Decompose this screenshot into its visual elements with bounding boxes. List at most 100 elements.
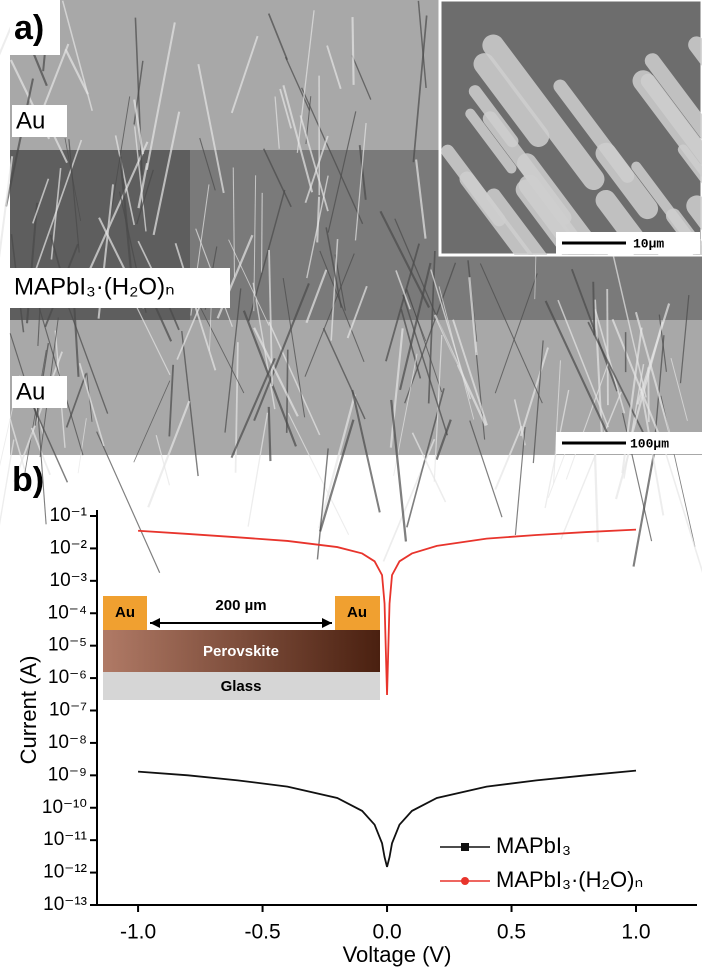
fiber — [560, 391, 622, 540]
fiber — [253, 175, 257, 312]
fiber — [133, 126, 147, 232]
fiber — [114, 135, 136, 226]
fiber — [33, 139, 83, 275]
fiber — [612, 256, 647, 398]
y-tick-label: 10⁻⁷ — [49, 700, 87, 721]
inset-fiber — [486, 188, 548, 255]
fiber — [632, 453, 655, 567]
fiber — [514, 426, 526, 536]
x-tick-label: 0.5 — [497, 921, 526, 944]
fiber — [234, 342, 239, 473]
fiber — [389, 328, 404, 448]
contact-label: Au — [115, 604, 135, 621]
fiber — [415, 159, 427, 239]
fiber — [168, 364, 175, 437]
fiber — [325, 227, 343, 308]
glass-layer — [103, 672, 380, 700]
inset-fiber — [482, 34, 605, 191]
fiber — [304, 253, 355, 377]
fiber — [594, 309, 626, 414]
fiber — [385, 243, 420, 362]
fiber — [593, 449, 600, 543]
legend-marker — [461, 877, 469, 885]
inset-fiber — [595, 142, 659, 220]
fiber — [301, 87, 364, 225]
fiber — [611, 318, 662, 440]
au-contact — [103, 596, 147, 630]
fiber — [553, 360, 561, 484]
fiber — [65, 373, 87, 428]
fiber — [326, 45, 342, 90]
fiber — [532, 340, 544, 464]
scale-box — [556, 232, 700, 254]
fiber — [606, 288, 609, 406]
region-label: Au — [16, 107, 45, 134]
inset-fiber — [465, 108, 517, 174]
sem-image — [10, 0, 702, 455]
inset-fiber — [515, 179, 588, 255]
fiber — [147, 400, 191, 508]
legend-marker — [461, 843, 469, 851]
fiber — [181, 331, 199, 477]
fiber — [519, 347, 549, 437]
fiber — [5, 78, 35, 207]
fiber — [199, 307, 245, 394]
fiber — [81, 141, 149, 287]
fiber — [412, 15, 428, 163]
fiber — [267, 13, 288, 61]
y-tick-label: 10⁻³ — [50, 570, 88, 591]
fiber — [411, 432, 447, 503]
fiber — [565, 359, 610, 480]
gap-label: 200 µm — [215, 597, 266, 614]
fiber — [404, 262, 457, 404]
fiber — [351, 17, 355, 85]
fiber — [232, 167, 236, 277]
fiber — [433, 334, 443, 482]
region-label: Au — [16, 378, 45, 405]
fiber — [209, 301, 212, 351]
fiber — [322, 327, 366, 420]
fiber — [279, 88, 292, 129]
fiber — [133, 380, 171, 463]
y-tick-label: 10⁻¹¹ — [43, 829, 87, 850]
y-tick-label: 10⁻¹⁰ — [42, 797, 87, 818]
fiber — [64, 48, 89, 95]
fiber — [479, 263, 543, 404]
scale-box — [556, 432, 702, 454]
fiber — [627, 321, 664, 447]
scale-label: 10µm — [633, 236, 664, 251]
label-box — [12, 105, 67, 137]
fiber — [534, 255, 537, 300]
fiber — [430, 269, 471, 400]
fiber — [248, 189, 286, 322]
fiber — [670, 357, 688, 421]
y-tick-label: 10⁻⁹ — [48, 764, 87, 785]
fiber — [327, 111, 357, 233]
fiber — [494, 273, 538, 394]
panel-label: b) — [12, 461, 44, 499]
fiber — [0, 156, 14, 259]
y-tick-label: 10⁻² — [50, 537, 88, 558]
fiber — [152, 111, 181, 236]
y-tick-label: 10⁻¹² — [43, 862, 87, 883]
x-tick-label: 1.0 — [621, 921, 650, 944]
fiber — [417, 0, 427, 88]
y-tick-label: 10⁻⁶ — [48, 667, 87, 688]
fiber — [494, 425, 523, 490]
fiber — [0, 18, 16, 56]
fiber — [305, 269, 328, 324]
fiber — [155, 435, 171, 486]
plot: 10⁻¹ 10⁻² 10⁻³ 10⁻⁴ 10⁻⁵ 10⁻⁶ 10⁻⁷ 10⁻⁸ 10⁻⁹ 10⁻¹… — [42, 505, 697, 944]
y-tick-label: 10⁻⁸ — [48, 732, 87, 753]
region-label: MAPbI₃·(H₂O)ₙ — [14, 273, 175, 300]
fiber — [662, 443, 702, 573]
fiber — [247, 412, 269, 527]
fiber — [354, 123, 367, 241]
fiber — [9, 418, 32, 491]
fiber — [593, 299, 603, 438]
fiber — [133, 99, 144, 155]
fiber — [32, 178, 50, 224]
fiber — [468, 277, 478, 356]
fiber — [299, 115, 329, 212]
fiber — [230, 357, 276, 459]
